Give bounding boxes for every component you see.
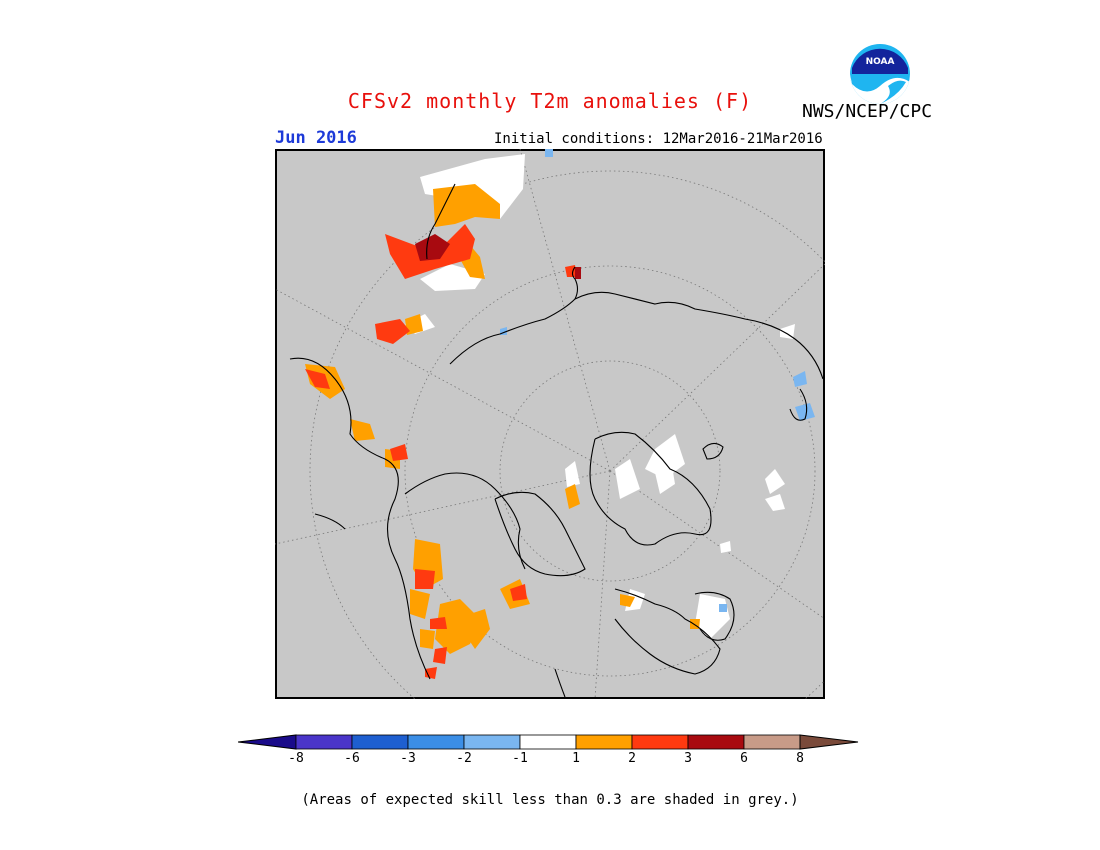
legend-tick-label: -1 [512, 751, 528, 766]
legend-tick-label: -2 [456, 751, 472, 766]
legend-swatch [687, 734, 745, 750]
forecast-period: Jun 2016 [275, 128, 357, 148]
legend-swatch [631, 734, 689, 750]
legend-arrow-high [799, 734, 859, 750]
legend-swatch [575, 734, 633, 750]
noaa-logo: NOAA [849, 43, 911, 105]
polar-map [275, 149, 825, 699]
coastlines [289, 183, 824, 698]
legend-tick-label: -3 [400, 751, 416, 766]
legend-swatch [519, 734, 577, 750]
legend-arrow-low [238, 734, 297, 750]
map-title: CFSv2 monthly T2m anomalies (F) [347, 89, 753, 113]
skill-footnote: (Areas of expected skill less than 0.3 a… [301, 792, 799, 808]
graticule [275, 149, 825, 699]
legend-swatch [295, 734, 353, 750]
legend-swatch [407, 734, 465, 750]
legend-swatch [743, 734, 801, 750]
color-legend [238, 734, 859, 750]
initial-conditions: Initial conditions: 12Mar2016-21Mar2016 [494, 131, 823, 147]
legend-tick-label: 2 [628, 751, 636, 766]
legend-tick-label: -8 [288, 751, 304, 766]
agency-label: NWS/NCEP/CPC [802, 101, 933, 122]
legend-swatch [351, 734, 409, 750]
legend-tick-label: -6 [344, 751, 360, 766]
svg-text:NOAA: NOAA [866, 57, 895, 67]
legend-tick-label: 3 [684, 751, 692, 766]
anomaly-cool [500, 149, 815, 612]
legend-tick-label: 8 [796, 751, 804, 766]
anomaly-warm-3 [415, 234, 581, 279]
legend-tick-label: 1 [572, 751, 580, 766]
legend-tick-label: 6 [740, 751, 748, 766]
legend-swatch [463, 734, 521, 750]
